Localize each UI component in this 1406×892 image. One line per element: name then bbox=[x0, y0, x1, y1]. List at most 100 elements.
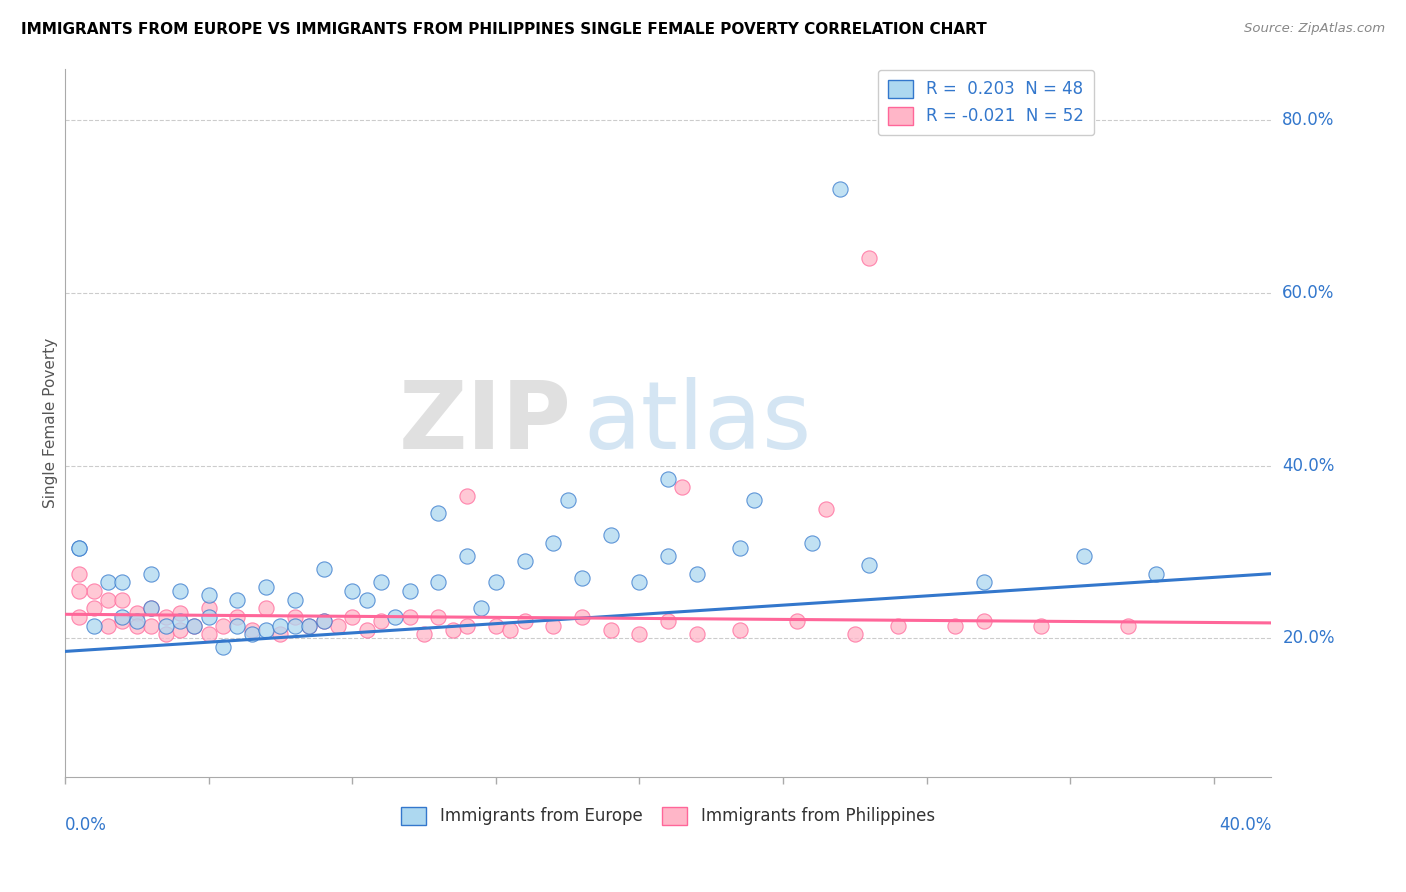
Point bbox=[169, 606, 191, 620]
Point bbox=[197, 610, 219, 624]
Point bbox=[67, 610, 90, 624]
Point bbox=[111, 614, 134, 628]
Point bbox=[815, 502, 838, 516]
Point bbox=[887, 618, 910, 632]
Point bbox=[671, 480, 693, 494]
Legend: Immigrants from Europe, Immigrants from Philippines: Immigrants from Europe, Immigrants from … bbox=[395, 800, 942, 832]
Point bbox=[97, 592, 120, 607]
Point bbox=[298, 618, 321, 632]
Point bbox=[183, 618, 205, 632]
Point bbox=[628, 627, 651, 641]
Point bbox=[830, 182, 852, 196]
Point bbox=[254, 623, 277, 637]
Point bbox=[943, 618, 966, 632]
Text: 80.0%: 80.0% bbox=[1282, 112, 1334, 129]
Point bbox=[240, 623, 263, 637]
Point bbox=[786, 614, 808, 628]
Point bbox=[141, 618, 163, 632]
Point bbox=[800, 536, 823, 550]
Point bbox=[686, 566, 709, 581]
Point bbox=[1144, 566, 1167, 581]
Point bbox=[169, 584, 191, 599]
Point bbox=[427, 575, 450, 590]
Point bbox=[111, 610, 134, 624]
Point bbox=[456, 549, 478, 564]
Point bbox=[356, 592, 378, 607]
Point bbox=[111, 575, 134, 590]
Text: ZIP: ZIP bbox=[399, 376, 572, 468]
Text: 60.0%: 60.0% bbox=[1282, 284, 1334, 302]
Point bbox=[312, 614, 335, 628]
Point bbox=[197, 588, 219, 602]
Point bbox=[155, 627, 177, 641]
Point bbox=[141, 601, 163, 615]
Point bbox=[226, 592, 249, 607]
Point bbox=[97, 575, 120, 590]
Point bbox=[499, 623, 522, 637]
Point bbox=[599, 528, 621, 542]
Point bbox=[269, 627, 291, 641]
Point bbox=[67, 541, 90, 555]
Point bbox=[370, 614, 392, 628]
Point bbox=[97, 618, 120, 632]
Point bbox=[269, 618, 291, 632]
Point bbox=[541, 536, 564, 550]
Point bbox=[254, 580, 277, 594]
Point bbox=[1031, 618, 1053, 632]
Point bbox=[298, 618, 321, 632]
Point bbox=[111, 592, 134, 607]
Text: 40.0%: 40.0% bbox=[1282, 457, 1334, 475]
Point bbox=[599, 623, 621, 637]
Text: 40.0%: 40.0% bbox=[1219, 815, 1271, 833]
Point bbox=[197, 601, 219, 615]
Point bbox=[169, 623, 191, 637]
Point bbox=[384, 610, 406, 624]
Point bbox=[485, 618, 508, 632]
Text: atlas: atlas bbox=[583, 376, 811, 468]
Point bbox=[1073, 549, 1095, 564]
Point bbox=[356, 623, 378, 637]
Point bbox=[197, 627, 219, 641]
Point bbox=[141, 566, 163, 581]
Point bbox=[83, 601, 105, 615]
Point bbox=[557, 493, 579, 508]
Point bbox=[125, 618, 148, 632]
Point bbox=[1116, 618, 1139, 632]
Point bbox=[83, 584, 105, 599]
Point bbox=[212, 618, 235, 632]
Point bbox=[226, 618, 249, 632]
Point bbox=[342, 610, 364, 624]
Point bbox=[398, 584, 420, 599]
Point bbox=[485, 575, 508, 590]
Point bbox=[284, 618, 307, 632]
Point bbox=[212, 640, 235, 654]
Point bbox=[183, 618, 205, 632]
Point bbox=[169, 614, 191, 628]
Point bbox=[284, 592, 307, 607]
Point bbox=[973, 575, 995, 590]
Point bbox=[370, 575, 392, 590]
Point bbox=[844, 627, 866, 641]
Point bbox=[686, 627, 709, 641]
Point bbox=[657, 472, 679, 486]
Point bbox=[441, 623, 464, 637]
Point bbox=[67, 541, 90, 555]
Point bbox=[125, 614, 148, 628]
Point bbox=[571, 610, 593, 624]
Point bbox=[67, 584, 90, 599]
Point bbox=[742, 493, 765, 508]
Point bbox=[858, 252, 880, 266]
Point bbox=[427, 506, 450, 520]
Point bbox=[398, 610, 420, 624]
Point bbox=[240, 627, 263, 641]
Point bbox=[427, 610, 450, 624]
Point bbox=[728, 541, 751, 555]
Point bbox=[470, 601, 492, 615]
Y-axis label: Single Female Poverty: Single Female Poverty bbox=[44, 337, 58, 508]
Point bbox=[155, 610, 177, 624]
Point bbox=[141, 601, 163, 615]
Point bbox=[342, 584, 364, 599]
Point bbox=[728, 623, 751, 637]
Point bbox=[326, 618, 349, 632]
Point bbox=[571, 571, 593, 585]
